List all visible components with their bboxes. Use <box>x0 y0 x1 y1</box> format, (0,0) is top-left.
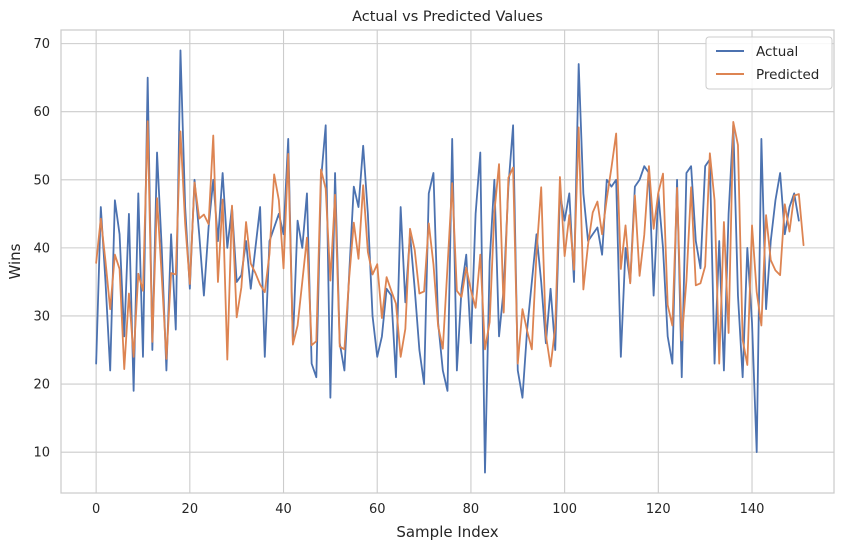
chart-title: Actual vs Predicted Values <box>352 9 543 25</box>
tick-labels: 0 20 40 60 80 100 120 140 10 20 30 40 50 60 70 <box>33 37 764 517</box>
x-tick-label: 120 <box>646 502 671 517</box>
x-tick-label: 20 <box>182 502 199 517</box>
y-tick-label: 30 <box>33 309 50 324</box>
y-tick-label: 20 <box>33 378 50 393</box>
legend-label-predicted: Predicted <box>756 67 819 83</box>
y-tick-label: 50 <box>33 173 50 188</box>
x-tick-label: 40 <box>275 502 292 517</box>
y-tick-label: 70 <box>33 37 50 52</box>
legend: Actual Predicted <box>705 36 833 90</box>
x-tick-label: 140 <box>740 502 765 517</box>
y-tick-label: 10 <box>33 446 50 461</box>
x-tick-label: 100 <box>552 502 577 517</box>
series-lines <box>95 49 805 474</box>
y-tick-label: 40 <box>33 241 50 256</box>
series-line-actual <box>95 49 800 474</box>
y-tick-label: 60 <box>33 105 50 120</box>
x-axis-label: Sample Index <box>396 523 498 541</box>
x-tick-label: 60 <box>369 502 386 517</box>
plot-frame <box>60 29 835 494</box>
legend-label-actual: Actual <box>756 44 798 60</box>
x-tick-label: 0 <box>92 502 100 517</box>
y-axis-label: Wins <box>6 243 24 279</box>
x-tick-label: 80 <box>463 502 480 517</box>
series-line-predicted <box>95 120 805 370</box>
